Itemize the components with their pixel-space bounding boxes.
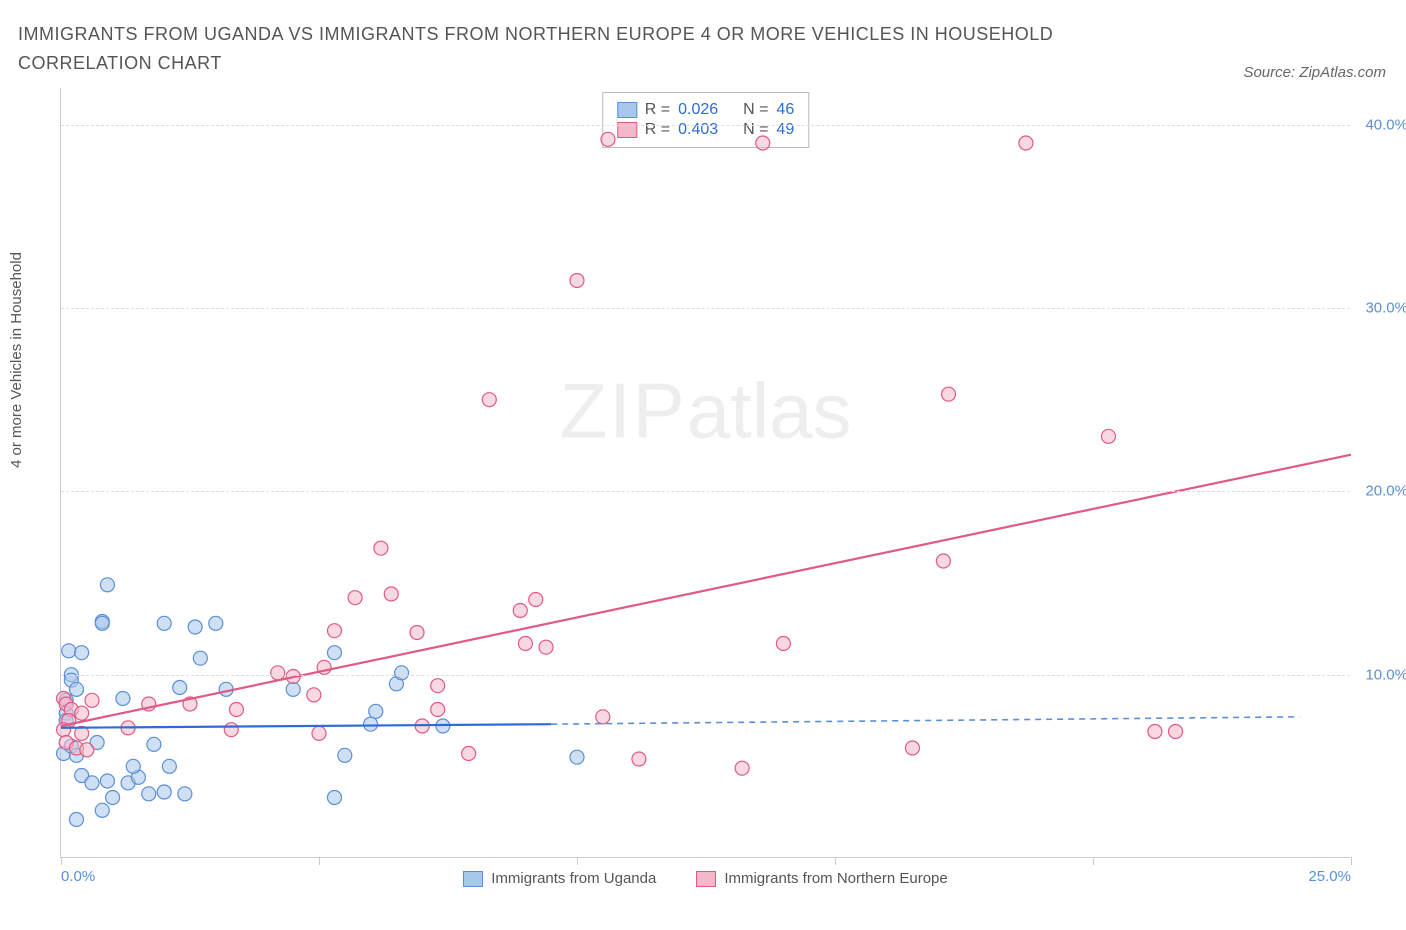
data-point [193,651,207,665]
legend-label: Immigrants from Northern Europe [724,870,947,887]
x-tick-label: 0.0% [61,868,95,885]
data-point [384,587,398,601]
data-point [338,748,352,762]
legend-item: Immigrants from Uganda [463,870,656,887]
data-point [364,717,378,731]
gridline [61,125,1350,126]
data-point [776,637,790,651]
data-point [410,626,424,640]
data-point [209,616,223,630]
x-tick [61,857,62,865]
data-point [327,791,341,805]
data-point [157,785,171,799]
gridline [61,491,1350,492]
data-point [1169,725,1183,739]
data-point [224,723,238,737]
data-point [936,554,950,568]
data-point [529,593,543,607]
x-tick [577,857,578,865]
x-tick [835,857,836,865]
data-point [75,706,89,720]
chart-container: 4 or more Vehicles in Household ZIPatlas… [18,88,1388,888]
data-point [188,620,202,634]
data-point [69,682,83,696]
x-tick [1351,857,1352,865]
data-point [462,747,476,761]
data-point [75,646,89,660]
scatter-svg [61,88,1350,857]
data-point [229,703,243,717]
trend-line [61,455,1351,726]
data-point [1148,725,1162,739]
gridline [61,308,1350,309]
legend-item: Immigrants from Northern Europe [696,870,947,887]
data-point [312,726,326,740]
data-point [106,791,120,805]
data-point [327,646,341,660]
data-point [80,743,94,757]
data-point [327,624,341,638]
data-point [756,136,770,150]
data-point [1019,136,1033,150]
data-point [116,692,130,706]
gridline [61,675,1350,676]
data-point [539,640,553,654]
data-point [570,274,584,288]
data-point [271,666,285,680]
data-point [570,750,584,764]
data-point [307,688,321,702]
data-point [157,616,171,630]
trend-line-extrapolated [551,717,1299,724]
y-tick-label: 10.0% [1365,666,1406,683]
y-tick-label: 30.0% [1365,300,1406,317]
plot-area: ZIPatlas R =0.026 N =46R =0.403 N =49 Im… [60,88,1350,858]
x-tick [319,857,320,865]
data-point [431,679,445,693]
series-swatch [696,871,716,887]
data-point [431,703,445,717]
data-point [942,387,956,401]
x-tick-label: 25.0% [1308,868,1351,885]
data-point [286,682,300,696]
data-point [162,759,176,773]
chart-title: IMMIGRANTS FROM UGANDA VS IMMIGRANTS FRO… [18,20,1118,78]
x-tick [1093,857,1094,865]
legend-label: Immigrants from Uganda [491,870,656,887]
data-point [369,704,383,718]
data-point [601,132,615,146]
data-point [126,759,140,773]
data-point [147,737,161,751]
data-point [85,693,99,707]
data-point [178,787,192,801]
y-tick-label: 40.0% [1365,116,1406,133]
y-tick-label: 20.0% [1365,483,1406,500]
data-point [374,541,388,555]
data-point [518,637,532,651]
bottom-legend: Immigrants from Uganda Immigrants from No… [61,870,1350,887]
data-point [142,787,156,801]
data-point [100,774,114,788]
data-point [85,776,99,790]
data-point [513,604,527,618]
data-point [173,681,187,695]
data-point [395,666,409,680]
data-point [348,591,362,605]
data-point [100,578,114,592]
data-point [95,803,109,817]
data-point [632,752,646,766]
data-point [596,710,610,724]
data-point [69,813,83,827]
data-point [482,393,496,407]
data-point [62,644,76,658]
data-point [905,741,919,755]
source-attribution: Source: ZipAtlas.com [1243,64,1386,81]
series-swatch [463,871,483,887]
data-point [1101,429,1115,443]
data-point [95,616,109,630]
y-axis-label: 4 or more Vehicles in Household [8,252,25,468]
data-point [735,761,749,775]
